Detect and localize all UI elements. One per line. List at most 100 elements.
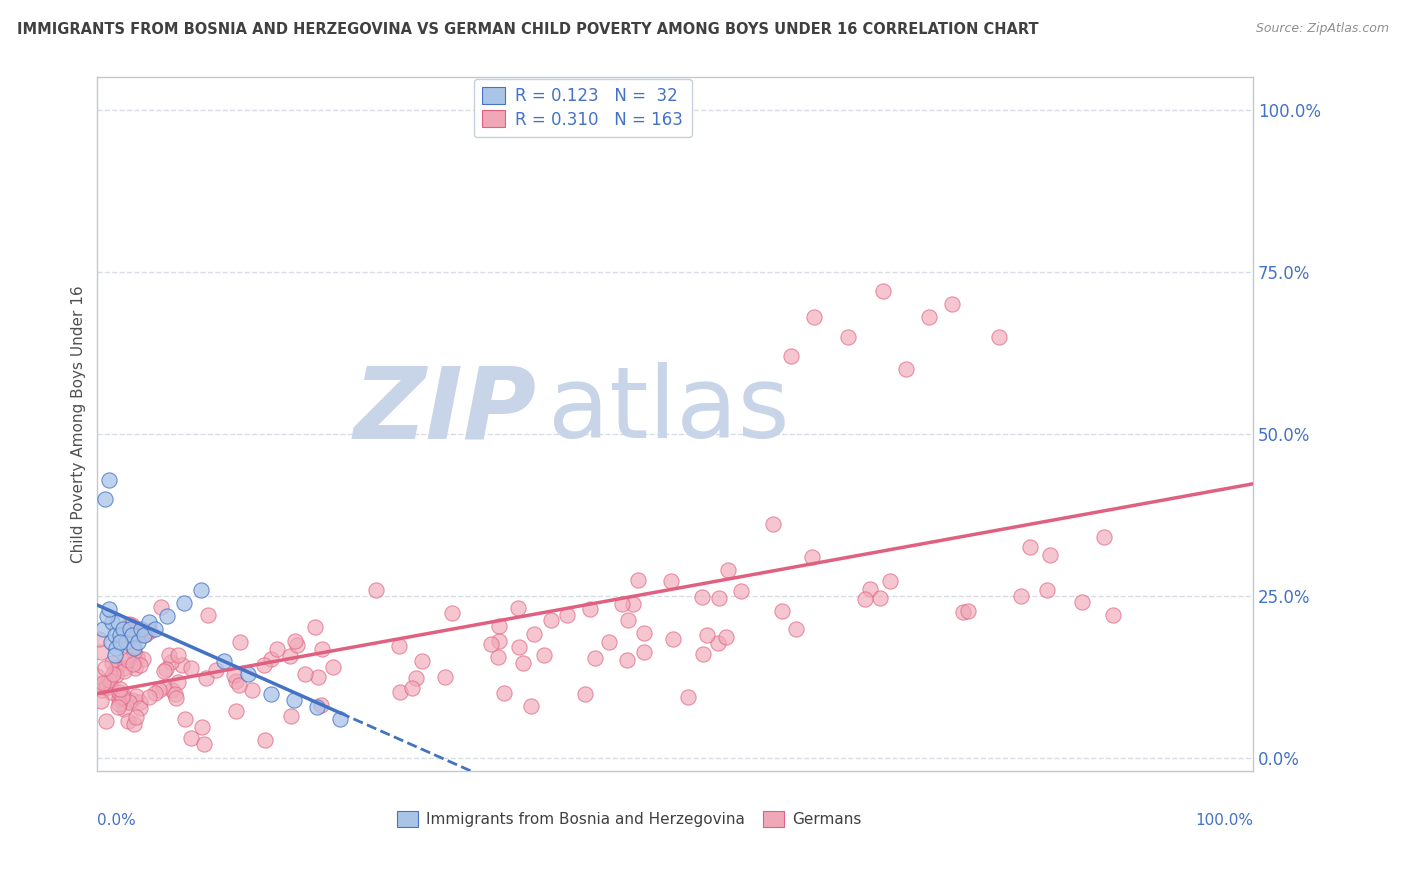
Text: ZIP: ZIP [353,362,537,459]
Point [112,701,135,715]
Point [173,596,195,610]
Point [411,654,433,668]
Y-axis label: Child Poverty Among Boys Under 16: Child Poverty Among Boys Under 16 [72,285,86,563]
Point [121,640,143,654]
Point [578,601,600,615]
Text: 0.0%: 0.0% [97,813,136,828]
Point [853,592,876,607]
Point [122,657,145,672]
Point [129,695,152,709]
Point [610,597,633,611]
Point [1101,607,1123,622]
Point [94,676,117,690]
Point [869,591,891,606]
Point [110,628,132,642]
Point [387,639,409,653]
Point [107,697,129,711]
Point [125,710,148,724]
Point [284,633,307,648]
Point [87,632,110,646]
Point [1018,540,1040,554]
Point [253,658,276,673]
Point [1010,590,1032,604]
Point [225,673,247,688]
Text: 100.0%: 100.0% [1195,813,1253,828]
Point [236,667,259,681]
Point [118,695,141,709]
Point [132,628,155,642]
Point [294,667,316,681]
Point [90,644,112,658]
Point [111,689,134,703]
Point [228,678,250,692]
Point [94,714,117,728]
Point [105,668,128,682]
Point [803,310,825,325]
Point [540,613,562,627]
Point [598,634,620,648]
Point [97,602,120,616]
Point [191,720,214,734]
Point [165,690,187,705]
Point [112,661,135,675]
Point [280,708,302,723]
Point [101,615,124,630]
Point [127,624,149,639]
Point [173,712,195,726]
Point [486,650,509,665]
Point [259,652,281,666]
Point [111,690,134,705]
Point [111,622,134,636]
Point [108,692,131,706]
Point [97,473,120,487]
Point [941,297,963,311]
Point [129,622,152,636]
Point [152,665,174,679]
Point [138,690,160,705]
Point [104,648,127,662]
Point [659,574,682,589]
Point [322,660,344,674]
Point [434,670,457,684]
Point [307,670,329,684]
Point [492,686,515,700]
Point [100,684,122,698]
Point [761,516,783,531]
Point [124,641,146,656]
Point [165,688,187,702]
Point [118,622,141,636]
Point [872,285,894,299]
Point [104,641,127,656]
Point [283,693,305,707]
Point [122,645,145,659]
Point [617,614,640,628]
Point [124,661,146,675]
Point [260,687,283,701]
Point [278,648,301,663]
Legend: Immigrants from Bosnia and Herzegovina, Germans: Immigrants from Bosnia and Herzegovina, … [391,805,868,833]
Point [952,606,974,620]
Point [716,563,738,577]
Point [204,663,226,677]
Point [96,608,118,623]
Point [127,634,149,648]
Point [533,648,555,662]
Point [1092,530,1115,544]
Point [225,704,247,718]
Point [779,349,801,363]
Point [621,597,644,611]
Point [896,362,918,376]
Point [214,654,236,668]
Point [180,731,202,746]
Point [519,699,541,714]
Point [167,648,190,662]
Point [440,606,463,620]
Point [143,622,166,636]
Point [131,627,153,641]
Point [287,638,309,652]
Point [108,682,131,697]
Point [1070,595,1092,609]
Point [94,661,117,675]
Point [405,671,427,685]
Point [138,615,160,630]
